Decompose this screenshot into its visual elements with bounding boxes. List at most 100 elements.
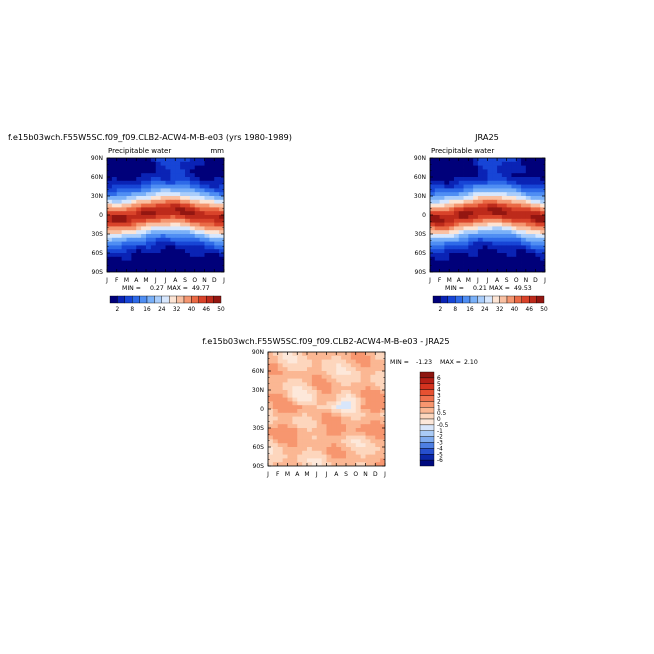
panel-model-cell (111, 230, 118, 235)
panel-model-cell (131, 188, 137, 193)
panel-obs-cell (540, 199, 545, 204)
panel-diff-colorbar-swatch (419, 395, 435, 402)
panel-model-cell (214, 245, 220, 250)
panel-diff-cell (316, 367, 323, 372)
panel-diff-cell (297, 416, 303, 421)
panel-model-cell (141, 199, 147, 204)
panel-obs-cell (430, 226, 436, 231)
panel-obs-cell (449, 268, 455, 272)
panel-diff-cell (355, 435, 362, 440)
panel-obs-cell (521, 180, 527, 185)
panel-obs-cell (449, 188, 455, 193)
panel-diff-cell (331, 401, 337, 406)
panel-obs-cell (463, 192, 469, 197)
panel-model-cell (165, 241, 171, 246)
panel-model-cell (180, 158, 186, 163)
panel-diff-cell (360, 420, 366, 425)
panel-diff-max-label: MAX = (440, 359, 461, 366)
panel-diff-cell (316, 443, 323, 448)
panel-diff-cell (350, 374, 357, 379)
panel-obs-cell (516, 234, 522, 239)
panel-obs-cell (430, 180, 436, 185)
panel-model-cell (175, 177, 181, 182)
panel-diff-cell (336, 401, 342, 406)
panel-model-cell (131, 253, 137, 258)
panel-obs-cell (468, 184, 474, 189)
panel-diff-cell (370, 405, 376, 410)
panel-diff-cell (321, 447, 327, 452)
panel-diff-cell (370, 397, 376, 402)
panel-obs-cell (444, 237, 450, 242)
panel-obs-cell (473, 158, 479, 163)
panel-model-cell (189, 245, 196, 250)
panel-obs-cell (487, 158, 493, 163)
panel-obs-cell (463, 173, 469, 178)
panel-obs-cell (487, 180, 493, 185)
panel-obs-cell (511, 211, 517, 216)
panel-diff-cell (380, 397, 385, 402)
panel-obs-cell (516, 253, 522, 258)
panel-obs-cell (535, 169, 541, 174)
panel-obs-cell (487, 268, 493, 272)
panel-model-cell (219, 199, 224, 204)
panel-diff-cell (287, 397, 293, 402)
panel-model-cell (116, 234, 123, 239)
panel-model-cell (116, 158, 123, 163)
panel-model-cell (121, 158, 127, 163)
panel-diff-cell (292, 352, 298, 357)
panel-diff-cell (326, 450, 332, 455)
panel-diff-cell (277, 431, 284, 436)
panel-model-cell (165, 222, 171, 227)
panel-obs-x-tick-label: J (543, 277, 546, 284)
panel-model-cell (189, 218, 196, 223)
panel-model-cell (160, 226, 166, 231)
panel-diff-x-tick-label: S (344, 471, 348, 478)
panel-diff-cell (307, 435, 313, 440)
panel-model-cell (185, 253, 191, 258)
panel-diff-cell (375, 405, 381, 410)
panel-obs-cell (521, 222, 527, 227)
panel-model-cell (136, 161, 142, 166)
panel-diff-cell (316, 458, 323, 463)
panel-model-cell (165, 158, 171, 163)
panel-obs-cell (473, 215, 479, 220)
panel-obs-cell (487, 207, 493, 212)
panel-obs-cell (482, 165, 488, 170)
panel-obs-cell (525, 226, 532, 231)
panel-diff-cell (287, 450, 293, 455)
panel-diff-cell (307, 363, 313, 368)
panel-model-cell (209, 241, 215, 246)
panel-diff-cell (307, 405, 313, 410)
panel-model-cell (155, 199, 162, 204)
panel-model-cell (214, 226, 220, 231)
panel-obs-cell (497, 268, 503, 272)
panel-model-cell (107, 218, 113, 223)
panel-model-cell (199, 230, 205, 235)
panel-model-cell (116, 260, 123, 265)
panel-obs-cell (468, 268, 474, 272)
panel-obs-cell (525, 207, 532, 212)
panel-diff-cell (370, 355, 376, 360)
panel-diff-cell (355, 367, 362, 372)
panel-diff-x-tick-label: A (295, 471, 300, 478)
panel-diff-cell (380, 458, 385, 463)
panel-diff-cell (307, 378, 313, 383)
panel-diff-cell (302, 454, 308, 459)
panel-obs-cell (463, 188, 469, 193)
panel-diff-cell (311, 416, 318, 421)
panel-obs-cell (497, 196, 503, 201)
panel-obs-cell (477, 165, 484, 170)
panel-model-cell (204, 230, 210, 235)
panel-diff-cell (365, 428, 371, 433)
panel-diff-cell (277, 390, 284, 395)
panel-obs-cell (530, 241, 536, 246)
panel-obs-cell (492, 184, 498, 189)
panel-obs-cell (444, 180, 450, 185)
panel-model-cell (107, 222, 113, 227)
panel-obs-cell (439, 188, 445, 193)
panel-diff-cell (282, 367, 288, 372)
panel-obs-cell (487, 169, 493, 174)
panel-model-cell (116, 188, 123, 193)
panel-obs-cell (430, 256, 436, 261)
panel-diff-cell (297, 412, 303, 417)
